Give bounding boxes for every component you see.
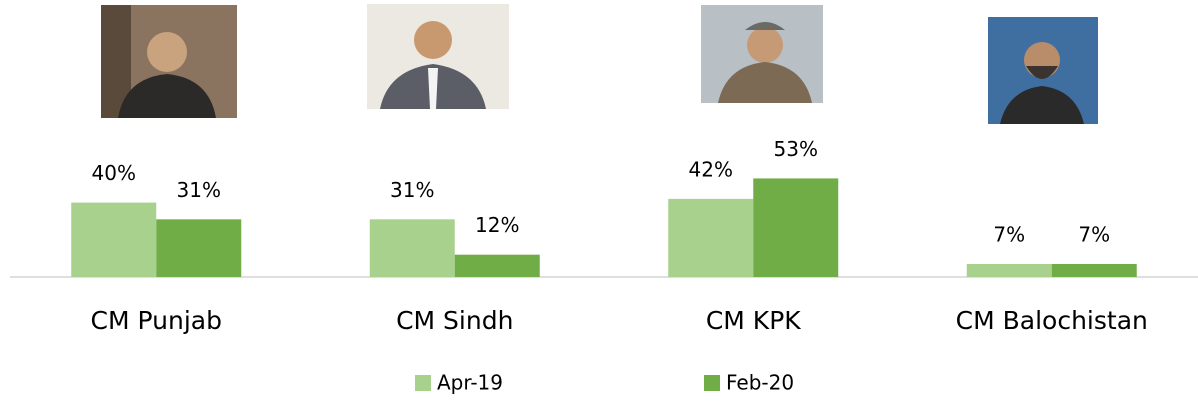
data-label: 7%	[993, 222, 1025, 246]
chart: CM Punjab 40% 31% CM Sindh 31% 12% CM KPK 42% 53…	[0, 0, 1198, 401]
x-tick-label: CM Sindh	[396, 306, 513, 335]
photo	[988, 17, 1098, 124]
photo	[367, 4, 509, 109]
legend-swatch	[704, 375, 720, 391]
bar	[71, 203, 156, 277]
legend-label: Feb-20	[726, 371, 794, 395]
legend-swatch	[415, 375, 431, 391]
legend-label: Apr-19	[437, 371, 503, 395]
bar	[668, 199, 753, 277]
photo	[101, 5, 237, 118]
data-label: 12%	[475, 213, 519, 237]
data-label: 42%	[689, 157, 733, 181]
photo	[701, 5, 823, 103]
x-tick-label: CM KPK	[706, 306, 801, 335]
bar	[753, 178, 838, 277]
data-label: 31%	[390, 178, 434, 202]
data-label: 40%	[92, 161, 136, 185]
bar	[967, 264, 1052, 277]
bar	[370, 219, 455, 277]
bar	[1052, 264, 1137, 277]
bar	[156, 219, 241, 277]
data-label: 53%	[774, 137, 818, 161]
x-tick-label: CM Punjab	[91, 306, 222, 335]
data-label: 7%	[1078, 222, 1110, 246]
x-tick-label: CM Balochistan	[956, 306, 1148, 335]
data-label: 31%	[177, 178, 221, 202]
bar	[455, 255, 540, 277]
